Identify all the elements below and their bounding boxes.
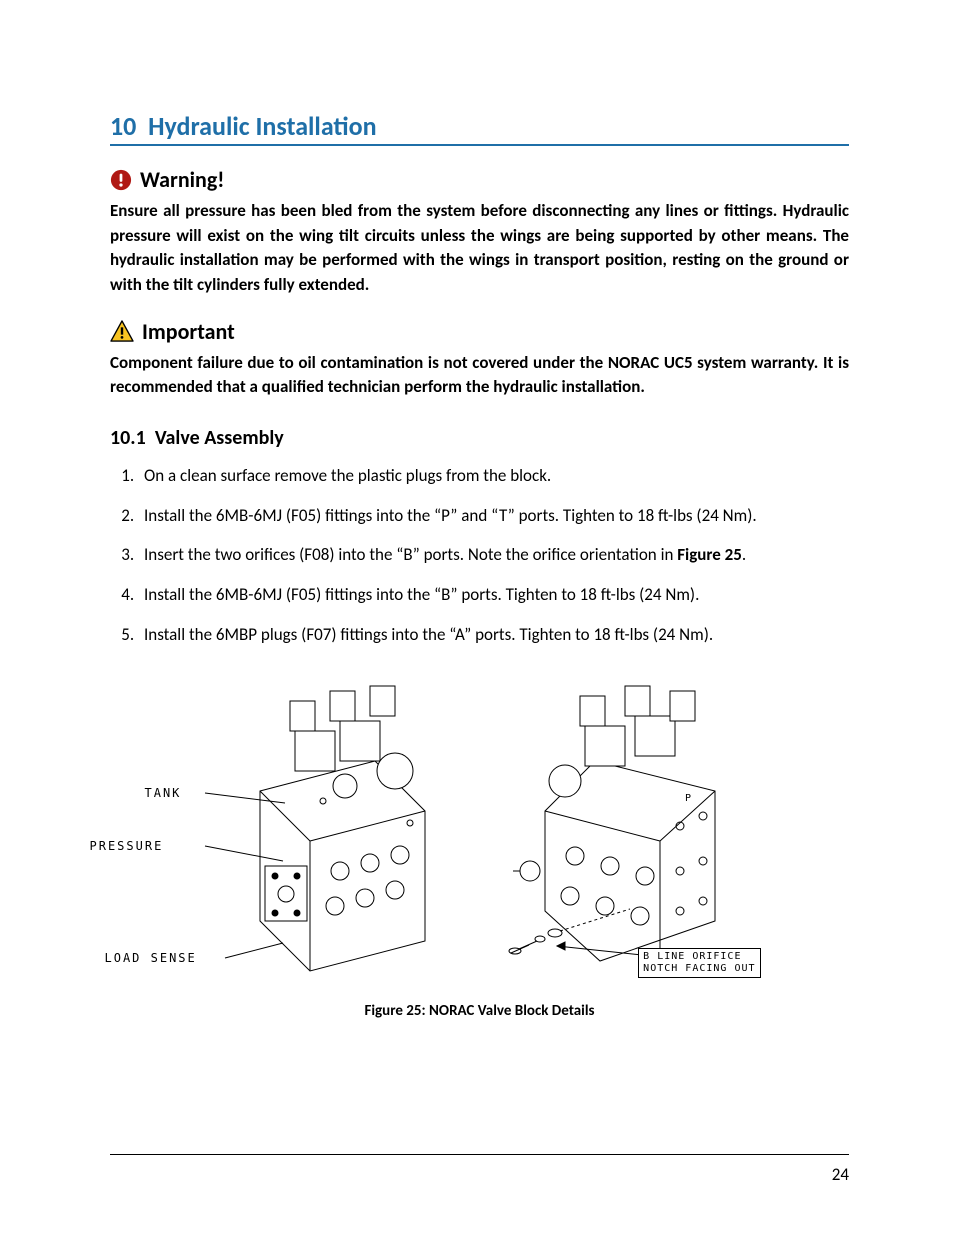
warning-icon: [110, 169, 132, 191]
diagram-label-orifice: B LINE ORIFICENOTCH FACING OUT: [638, 948, 760, 978]
valve-block-right-svg: P: [485, 671, 765, 981]
figure-caption: Figure 25: NORAC Valve Block Details: [110, 1002, 849, 1020]
diagram-label-loadsense: LOAD SENSE: [105, 951, 197, 965]
list-item: On a clean surface remove the plastic pl…: [138, 464, 849, 488]
important-label: Important: [142, 318, 235, 345]
warning-heading: Warning!: [110, 166, 849, 193]
section-number: 10: [110, 110, 136, 142]
footer-rule: [110, 1154, 849, 1155]
warning-text: Ensure all pressure has been bled from t…: [110, 199, 849, 298]
important-heading: Important: [110, 318, 849, 345]
figure-area: TANK PRESSURE LOAD SENSE: [110, 671, 849, 1020]
valve-block-left: TANK PRESSURE LOAD SENSE: [195, 671, 445, 986]
list-item: Install the 6MB-6MJ (F05) fittings into …: [138, 583, 849, 607]
important-text: Component failure due to oil contaminati…: [110, 351, 849, 400]
step-text-tail: .: [742, 544, 746, 565]
figure-ref: Figure 25: [677, 544, 742, 565]
steps-list: On a clean surface remove the plastic pl…: [110, 464, 849, 647]
valve-block-right: B LINE ORIFICENOTCH FACING OUT: [485, 671, 765, 986]
step-text: Install the 6MB-6MJ (F05) fittings into …: [144, 584, 699, 605]
page: 10 Hydraulic Installation Warning! Ensur…: [0, 0, 954, 1235]
important-icon: [110, 320, 134, 342]
section-name: Hydraulic Installation: [148, 110, 376, 142]
list-item: Insert the two orifices (F08) into the “…: [138, 543, 849, 567]
section-title: 10 Hydraulic Installation: [110, 110, 849, 146]
page-number: 24: [832, 1164, 849, 1185]
step-text: Install the 6MBP plugs (F07) fittings in…: [144, 624, 713, 645]
orifice-label-text: B LINE ORIFICENOTCH FACING OUT: [643, 951, 755, 974]
subsection-heading: 10.1 Valve Assembly: [110, 426, 849, 450]
svg-text:P: P: [685, 793, 691, 804]
subsection-number: 10.1: [110, 426, 146, 450]
diagram-label-pressure: PRESSURE: [90, 839, 164, 853]
step-text: Insert the two orifices (F08) into the “…: [144, 544, 677, 565]
list-item: Install the 6MBP plugs (F07) fittings in…: [138, 623, 849, 647]
step-text: On a clean surface remove the plastic pl…: [144, 465, 551, 486]
figure-diagrams: TANK PRESSURE LOAD SENSE: [110, 671, 849, 986]
warning-label: Warning!: [140, 166, 224, 193]
step-text: Install the 6MB-6MJ (F05) fittings into …: [144, 505, 757, 526]
diagram-label-tank: TANK: [145, 786, 182, 800]
list-item: Install the 6MB-6MJ (F05) fittings into …: [138, 504, 849, 528]
valve-block-left-svg: [195, 671, 445, 981]
subsection-title: Valve Assembly: [155, 426, 284, 450]
